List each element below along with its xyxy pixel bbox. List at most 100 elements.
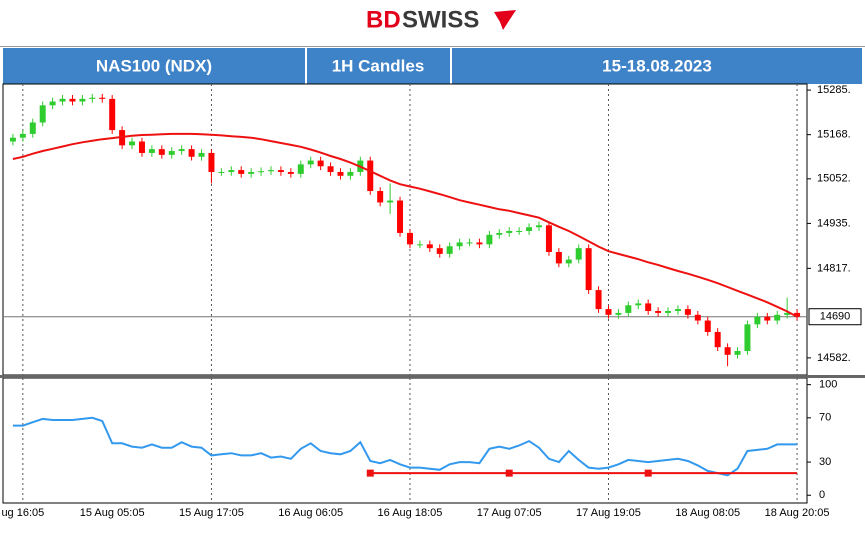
candle-body: [456, 242, 463, 247]
x-tick-label: 18 Aug 08:05: [675, 507, 740, 519]
candle-body: [555, 251, 562, 264]
candle-body: [674, 309, 681, 312]
candle-body: [268, 170, 274, 172]
candle-body: [595, 290, 602, 310]
y-tick-label: 14817.: [817, 262, 851, 274]
candle-body: [615, 312, 622, 315]
candle-body: [426, 244, 433, 249]
candle-body: [19, 133, 26, 138]
y-tick-label: 15168.: [817, 129, 851, 141]
candle-body: [39, 105, 46, 123]
y-tick-label: 15052.: [817, 173, 851, 185]
candle-body: [327, 166, 334, 172]
candle-body: [397, 200, 404, 233]
logo-swiss: SWISS: [402, 6, 479, 33]
x-tick-label: 18 Aug 20:05: [765, 507, 830, 519]
last-price-label: 14690: [820, 311, 851, 323]
candle-body: [59, 98, 66, 102]
y-tick-label: 14935.: [817, 217, 851, 229]
header-timeframe: 1H Candles: [332, 56, 425, 75]
panel-separator: [0, 375, 865, 378]
candle-body: [337, 171, 344, 176]
header-cell: [307, 48, 450, 84]
y-tick-label: 70: [819, 412, 831, 424]
candle-body: [754, 316, 761, 325]
header-cell: [3, 48, 305, 84]
line: [12, 416, 798, 477]
candle-body: [89, 97, 96, 99]
candle-body: [416, 244, 423, 246]
candle-body: [684, 309, 691, 315]
candle-body: [545, 225, 552, 252]
signal-marker: [366, 469, 374, 477]
y-tick-label: 14582.: [817, 352, 851, 364]
candle-body: [258, 171, 265, 173]
candle-body: [99, 97, 106, 99]
candle-body: [536, 225, 542, 228]
candle-body: [168, 151, 175, 155]
candle-body: [694, 314, 701, 321]
candle-body: [744, 324, 751, 352]
candle-body: [575, 248, 582, 260]
x-tick-label: 15 Aug 05:05: [80, 507, 145, 519]
candle-body: [218, 171, 225, 173]
candle-body: [387, 200, 394, 203]
candle-body: [496, 232, 503, 235]
candle-body: [238, 170, 245, 174]
candle-body: [287, 171, 294, 174]
candle-body: [724, 347, 731, 355]
x-tick-label: 17 Aug 19:05: [576, 507, 641, 519]
y-tick-label: 15285.: [817, 84, 851, 96]
candle-body: [704, 320, 711, 332]
candle-body: [138, 141, 145, 153]
candle-body: [446, 246, 453, 254]
candle-body: [516, 231, 523, 233]
candle-body: [228, 170, 235, 172]
candle-body: [109, 98, 116, 131]
candle-body: [69, 98, 76, 102]
candle-body: [297, 164, 304, 174]
candle-body: [178, 149, 185, 152]
candle-body: [655, 311, 662, 313]
candle-body: [506, 231, 513, 233]
plot-layer: ug 16:05 15 Aug 05:05 15 Aug 17:05 16 Aug 0…: [1, 84, 862, 519]
candle-body: [307, 160, 314, 165]
candle-body: [665, 311, 672, 313]
x-tick-label: 15 Aug 17:05: [179, 507, 244, 519]
candle-body: [714, 331, 721, 348]
candle-body: [476, 242, 483, 245]
candle-body: [347, 171, 354, 176]
header-dates: 15-18.08.2023: [602, 56, 712, 75]
candle-body: [188, 149, 195, 157]
candle-body: [565, 259, 572, 264]
candle-body: [29, 122, 36, 134]
candle-body: [605, 309, 612, 315]
candle-body: [79, 98, 86, 102]
logo-arrow: [494, 10, 516, 30]
header-cell: [452, 48, 862, 84]
candle-body: [734, 351, 741, 355]
candle-body: [129, 141, 136, 146]
candle-body: [208, 152, 215, 172]
y-tick-label: 0: [819, 489, 825, 501]
candle-body: [377, 191, 384, 203]
candle-body: [784, 312, 791, 315]
header-symbol: NAS100 (NDX): [96, 56, 212, 75]
candle-body: [406, 232, 413, 245]
candle-body: [635, 303, 642, 306]
signal-marker: [644, 469, 652, 477]
candle-body: [436, 248, 443, 254]
candle-body: [49, 101, 56, 106]
x-tick-label: 16 Aug 18:05: [378, 507, 443, 519]
y-tick-label: 100: [819, 379, 837, 391]
signal-marker: [505, 469, 513, 477]
candle-body: [645, 303, 652, 312]
candle-body: [198, 152, 205, 157]
candle-body: [486, 234, 493, 245]
x-tick-label: 16 Aug 06:05: [278, 507, 343, 519]
logo-bd: BD: [366, 6, 401, 33]
candle-body: [585, 248, 592, 291]
